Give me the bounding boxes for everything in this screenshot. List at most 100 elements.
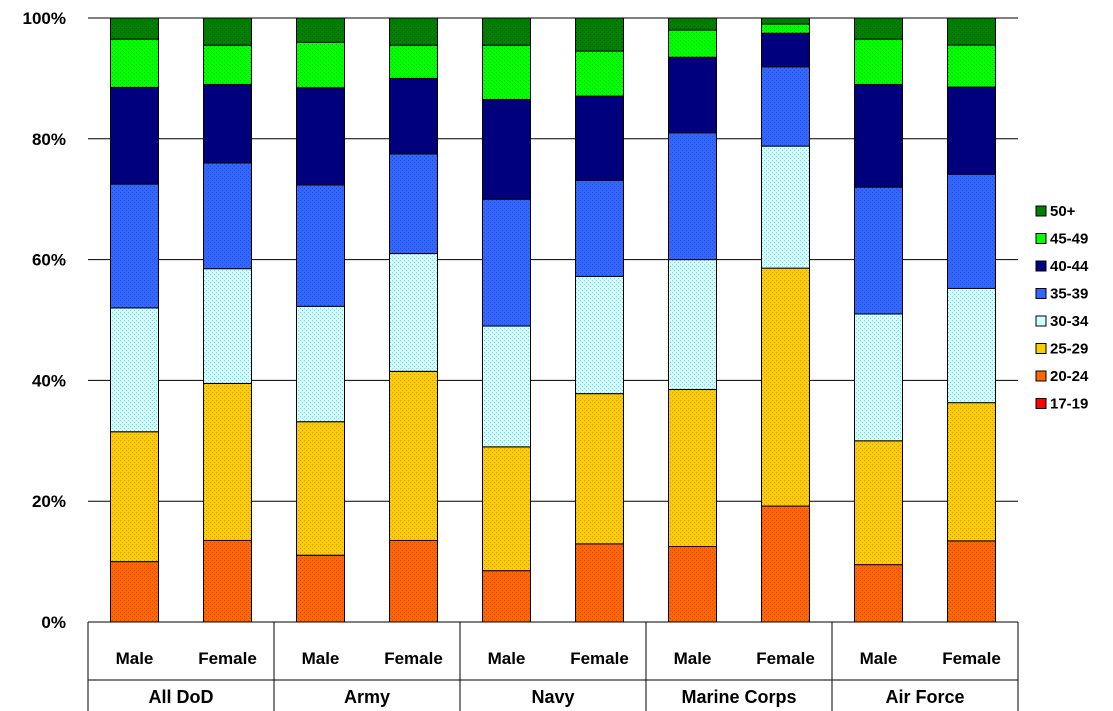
group-label: Navy bbox=[531, 687, 574, 707]
y-tick-label: 40% bbox=[32, 371, 66, 390]
bar-segment-texture bbox=[110, 561, 159, 622]
group-label: Army bbox=[344, 687, 390, 707]
legend-label: 35-39 bbox=[1050, 286, 1088, 303]
bar-segment-texture bbox=[389, 45, 438, 79]
bar-segment-texture bbox=[389, 153, 438, 254]
bar-segment-texture bbox=[482, 326, 531, 447]
y-tick-label: 80% bbox=[32, 130, 66, 149]
legend-label: 30-34 bbox=[1050, 313, 1089, 330]
bar-segment-texture bbox=[761, 268, 810, 507]
bar-segment-texture bbox=[482, 45, 531, 100]
category-label: Female bbox=[570, 649, 629, 668]
bar-segment-texture bbox=[110, 18, 159, 40]
bar-segment-texture bbox=[668, 18, 717, 31]
bar-segment-texture bbox=[389, 371, 438, 541]
legend-swatch bbox=[1035, 370, 1047, 382]
bar-segment-texture bbox=[947, 45, 996, 88]
bar-segment-texture bbox=[203, 45, 252, 85]
bar-segment-texture bbox=[575, 180, 624, 277]
bar-segment-texture bbox=[296, 184, 345, 307]
legend-label: 45-49 bbox=[1050, 231, 1088, 248]
bar-segment-texture bbox=[110, 184, 159, 308]
bar-segment-texture bbox=[947, 402, 996, 541]
bar-segment-texture bbox=[668, 259, 717, 390]
bar-segment-texture bbox=[482, 446, 531, 571]
bar-segment-texture bbox=[389, 18, 438, 46]
bar-segment-texture bbox=[389, 78, 438, 154]
y-tick-label: 100% bbox=[23, 9, 66, 28]
bar-segment-texture bbox=[203, 18, 252, 46]
category-label: Female bbox=[198, 649, 257, 668]
bar-segment-texture bbox=[482, 18, 531, 46]
bar-segment-texture bbox=[761, 146, 810, 269]
legend-swatch bbox=[1035, 233, 1047, 244]
legend-swatch bbox=[1035, 205, 1047, 217]
legend-label: 20-24 bbox=[1050, 368, 1089, 385]
group-label: Marine Corps bbox=[681, 687, 796, 707]
bar-segment-texture bbox=[203, 84, 252, 163]
bar-segment-texture bbox=[761, 66, 810, 147]
category-label: Male bbox=[488, 649, 526, 668]
bar-segment-texture bbox=[110, 39, 159, 88]
bar-segment-texture bbox=[110, 431, 159, 562]
bar-segment-texture bbox=[575, 393, 624, 544]
bar-segment-texture bbox=[761, 24, 810, 34]
bar-segment-texture bbox=[668, 30, 717, 58]
bar-segment-texture bbox=[575, 276, 624, 394]
bar-segment-texture bbox=[854, 18, 903, 40]
bar-segment-texture bbox=[854, 187, 903, 314]
legend-swatch bbox=[1035, 343, 1047, 354]
legend-label: 25-29 bbox=[1050, 341, 1088, 358]
bar-segment-texture bbox=[296, 421, 345, 556]
bar-segment-texture bbox=[296, 42, 345, 88]
bar-segment-texture bbox=[947, 87, 996, 175]
bar-segment-texture bbox=[110, 87, 159, 185]
bar-segment-texture bbox=[296, 555, 345, 622]
bars bbox=[110, 17, 996, 623]
legend-swatch bbox=[1035, 288, 1047, 299]
legend-swatch bbox=[1035, 398, 1047, 409]
bar-segment-texture bbox=[575, 51, 624, 97]
bar-segment-texture bbox=[296, 87, 345, 185]
group-label: All DoD bbox=[149, 687, 214, 707]
bar-segment-texture bbox=[389, 253, 438, 372]
bar-segment-texture bbox=[575, 543, 624, 622]
bar-segment-texture bbox=[575, 18, 624, 52]
bar-segment-texture bbox=[668, 57, 717, 133]
y-tick-label: 60% bbox=[32, 251, 66, 270]
bar-segment-texture bbox=[482, 199, 531, 327]
bar-segment-texture bbox=[761, 33, 810, 67]
legend-label: 17-19 bbox=[1050, 396, 1088, 413]
bar-segment-texture bbox=[296, 306, 345, 422]
bar-segment-texture bbox=[668, 132, 717, 260]
legend-swatch bbox=[1035, 260, 1047, 272]
legend: 50+ 45-49 40-44 35-39 30-34 25-29 20-24 17-19 bbox=[1035, 203, 1089, 413]
bar-segment-texture bbox=[203, 383, 252, 541]
bar-segment-texture bbox=[854, 39, 903, 85]
bar-segment-texture bbox=[203, 268, 252, 384]
bar-segment-texture bbox=[203, 540, 252, 622]
legend-swatch bbox=[1035, 315, 1047, 327]
y-tick-label: 20% bbox=[32, 492, 66, 511]
category-label: Male bbox=[674, 649, 712, 668]
bar-segment-texture bbox=[482, 570, 531, 622]
category-label: Female bbox=[942, 649, 1001, 668]
bar-segment-texture bbox=[296, 18, 345, 43]
legend-label: 50+ bbox=[1050, 203, 1076, 220]
bar-segment-texture bbox=[389, 540, 438, 622]
category-label: Female bbox=[384, 649, 443, 668]
bar-segment-texture bbox=[947, 18, 996, 46]
bar-segment-texture bbox=[668, 389, 717, 547]
bar-segment-texture bbox=[947, 540, 996, 622]
bar-segment-texture bbox=[854, 313, 903, 441]
bar-segment-texture bbox=[761, 506, 810, 622]
bar-segment-texture bbox=[854, 440, 903, 565]
bar-segment-texture bbox=[854, 84, 903, 188]
bar-segment-texture bbox=[947, 174, 996, 289]
bar-segment-texture bbox=[947, 288, 996, 403]
bar-segment-texture bbox=[854, 564, 903, 622]
category-label: Female bbox=[756, 649, 815, 668]
bar-segment-texture bbox=[668, 546, 717, 622]
bar-segment-texture bbox=[110, 307, 159, 432]
